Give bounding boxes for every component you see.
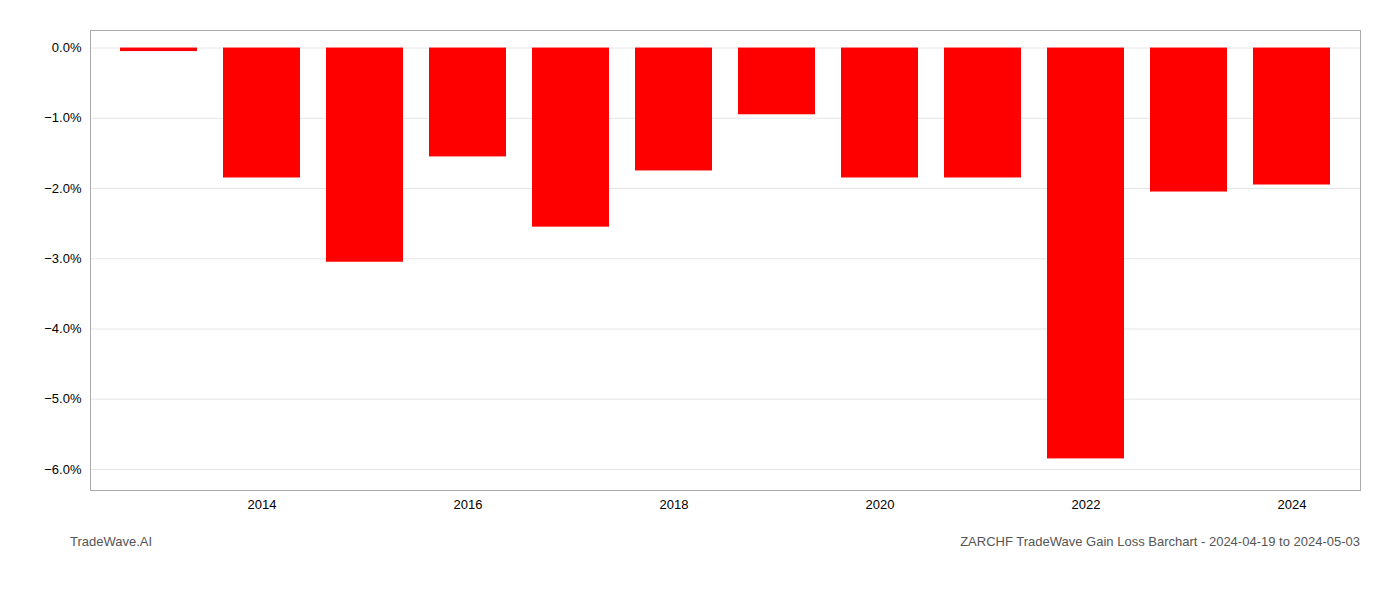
svg-text:2024: 2024 bbox=[1278, 497, 1307, 512]
svg-text:0.0%: 0.0% bbox=[52, 40, 82, 55]
html-text:TradeWave.AI: TradeWave.AI bbox=[70, 534, 153, 549]
html-text:ZARCHF TradeWave Gain Loss Bar: ZARCHF TradeWave Gain Loss Barchart - 20… bbox=[960, 534, 1360, 549]
svg-text:2020: 2020 bbox=[866, 497, 895, 512]
svg-text:−2.0%: −2.0% bbox=[44, 181, 82, 196]
svg-text:2018: 2018 bbox=[660, 497, 689, 512]
svg-text:2016: 2016 bbox=[454, 497, 483, 512]
svg-text:−3.0%: −3.0% bbox=[44, 251, 82, 266]
svg-text:−6.0%: −6.0% bbox=[44, 462, 82, 477]
svg-text:2014: 2014 bbox=[248, 497, 277, 512]
svg-text:−5.0%: −5.0% bbox=[44, 391, 82, 406]
svg-text:2022: 2022 bbox=[1072, 497, 1101, 512]
svg-text:−1.0%: −1.0% bbox=[44, 110, 82, 125]
svg-text:−4.0%: −4.0% bbox=[44, 321, 82, 336]
